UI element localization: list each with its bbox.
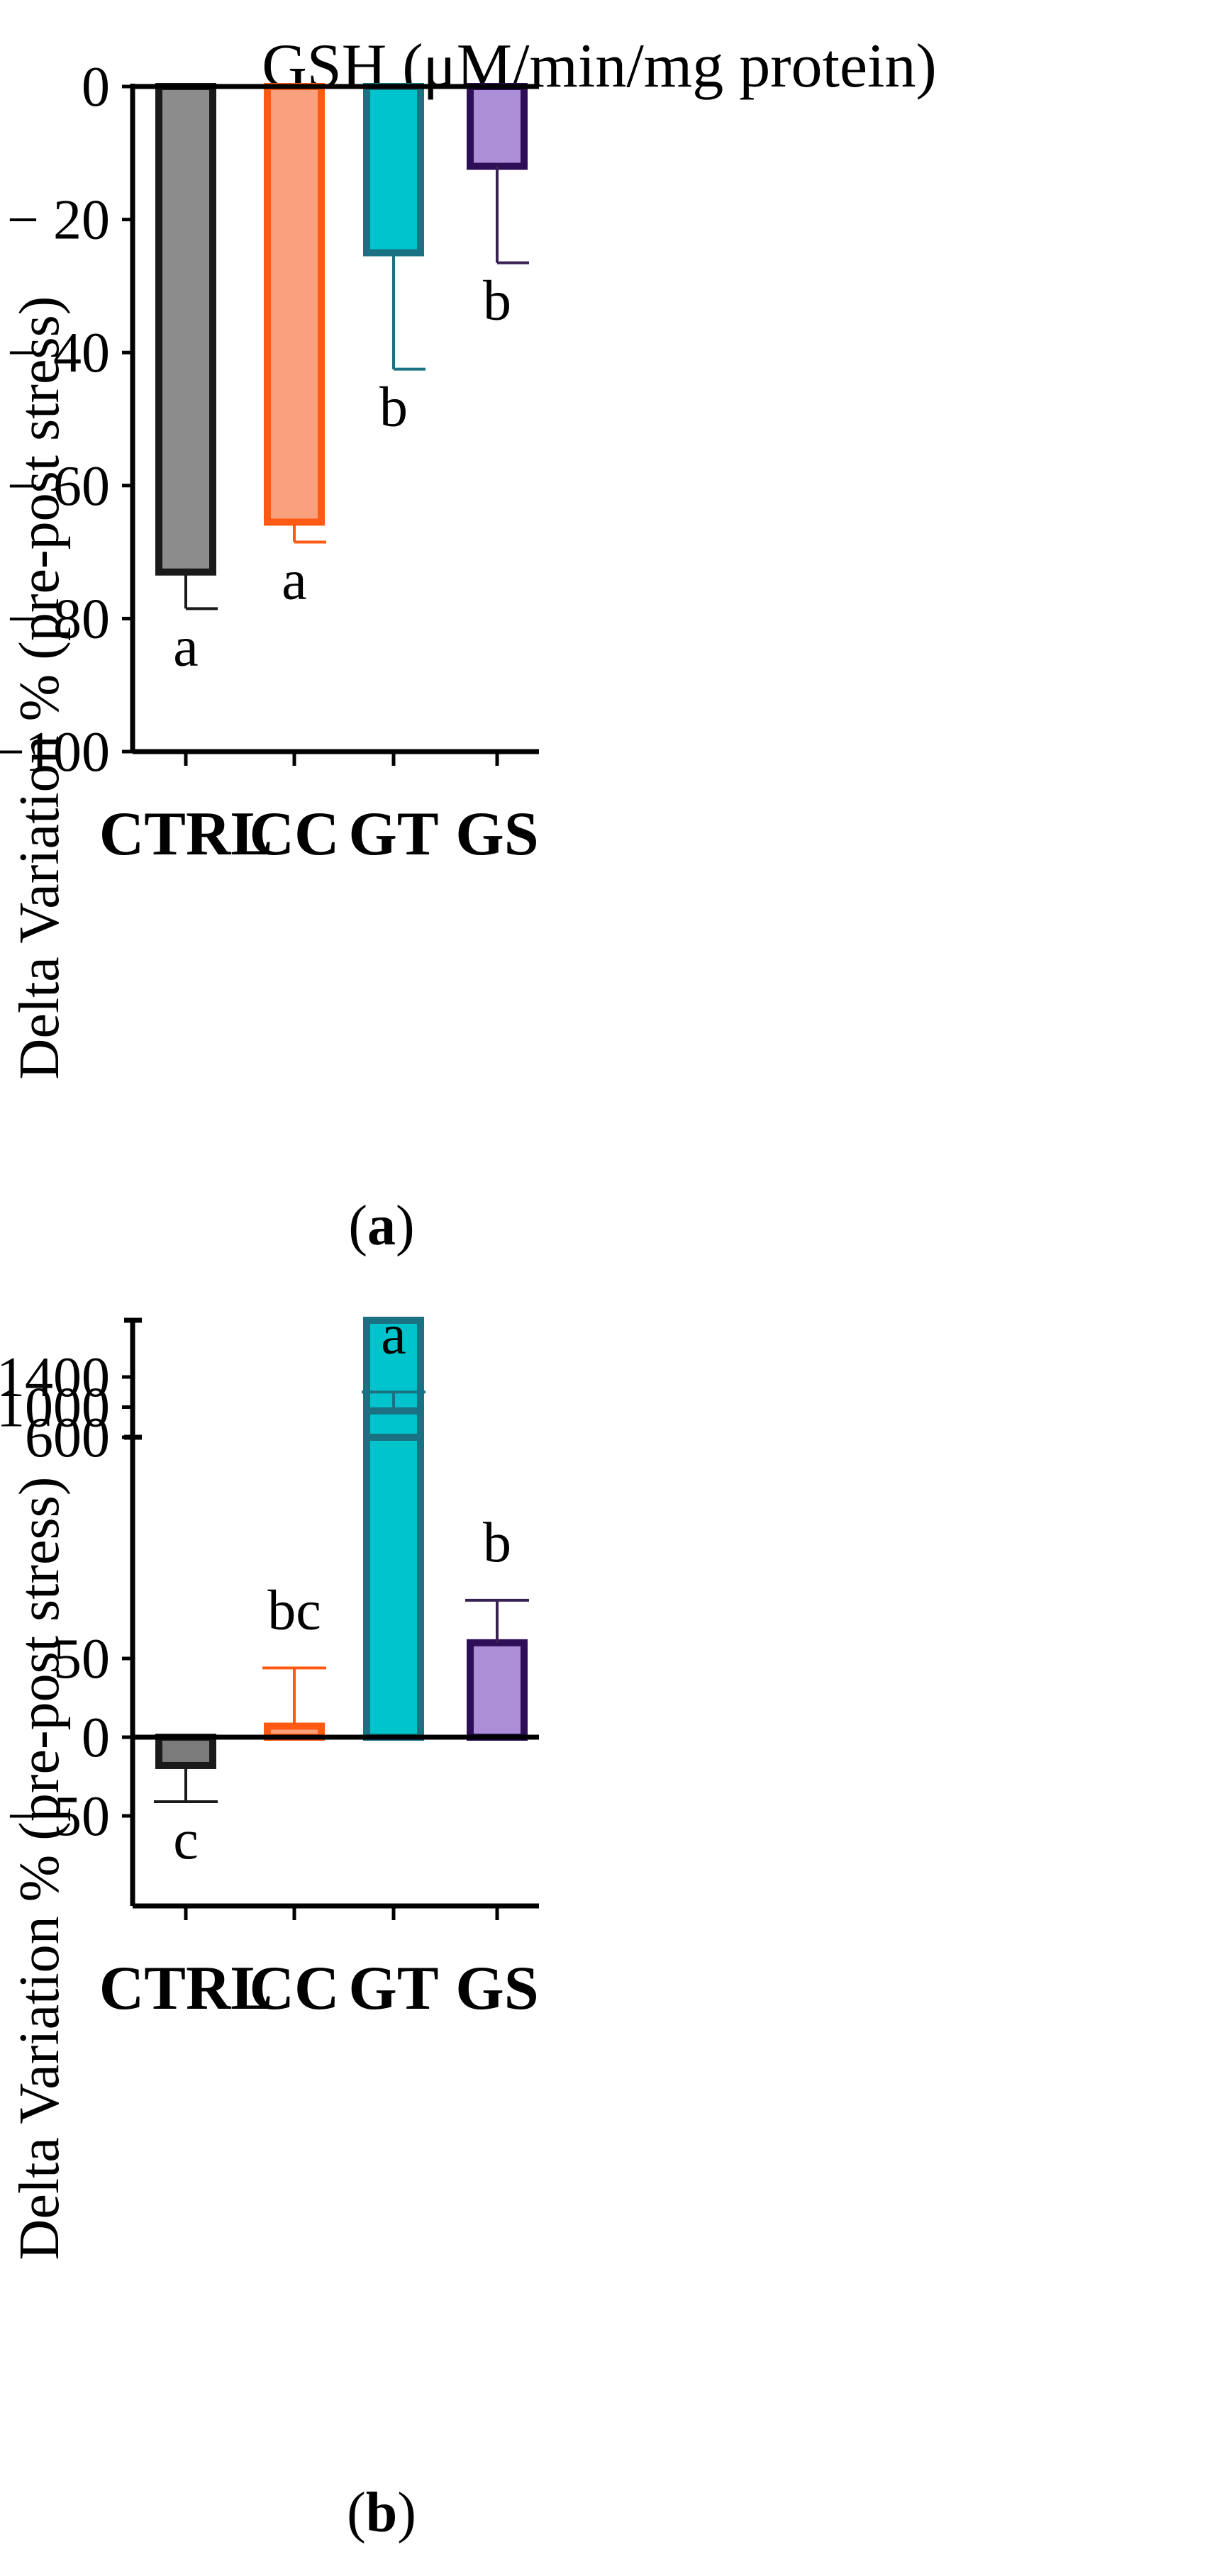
panel-a-bar-gs (467, 83, 528, 170)
panel-a-y-tick-label: − 60 (7, 455, 110, 518)
panel-a-y-tick-label: − 40 (7, 322, 110, 384)
panel-a-label: (a) (348, 1195, 414, 1257)
panel-a-category-label: CC (249, 800, 339, 869)
panel-a-significance-label: a (282, 550, 307, 612)
panel-b-y-tick-label: 50 (53, 1628, 110, 1690)
panel-b-y-tick-label: 1000 (0, 1377, 110, 1439)
panel-a-y-tick-label: − 20 (7, 189, 110, 252)
panel-b-category-label: CC (249, 1954, 339, 2023)
panel-b-significance-label: a (381, 1303, 406, 1366)
panel-a-category-label: CTRL (99, 800, 273, 869)
panel-a-y-tick-label: 0 (82, 56, 110, 118)
panel-a-letter: a (367, 1195, 396, 1257)
panel-a-y-tick-label: −100 (0, 721, 110, 784)
panel-b-significance-label: c (173, 1809, 199, 1871)
panel-b-label: (b) (347, 2482, 416, 2544)
panel-a-y-tick-label: − 80 (7, 588, 110, 650)
panel-a-y-axis-label: Delta Variation % (pre-post stress) (9, 296, 71, 1080)
panel-b-y-tick-label: 0 (82, 1707, 110, 1769)
panel-a-significance-label: b (483, 270, 511, 333)
panel-a-significance-label: a (173, 615, 199, 678)
panel-a-bar-ctrl (155, 83, 216, 576)
panel-b-bar-gt-upper (363, 1407, 424, 1441)
panel-b-significance-label: b (483, 1512, 511, 1574)
panel-a-bar-gt (363, 83, 424, 257)
panel-b-y-tick-label: 600 (25, 1407, 110, 1469)
panel-b-y-tick-label: 1400 (0, 1346, 110, 1409)
panel-a-chart: GSH (μM/min/mg protein) Delta Variation … (0, 32, 937, 1257)
chart-title: GSH (μM/min/mg protein) (262, 32, 937, 101)
panel-a-category-label: GS (455, 800, 538, 869)
panel-a-significance-label: b (379, 377, 408, 439)
panel-b-y-tick-label: − 50 (7, 1785, 110, 1848)
panel-b-y-axis-label: Delta Variation % (pre-post stress) (9, 1477, 71, 2260)
panel-b-significance-label: bc (267, 1579, 321, 1641)
panel-b-chart: Delta Variation % (pre-post stress) 50 0 −… (0, 1303, 539, 2544)
panel-b-bar-ctrl (155, 1734, 216, 1769)
panel-b-category-label: GS (455, 1954, 538, 2023)
panel-a-category-label: GT (348, 800, 438, 869)
panel-b-bar-gs (467, 1639, 528, 1741)
panel-b-category-label: CTRL (99, 1954, 273, 2023)
panel-b-category-label: GT (348, 1954, 438, 2023)
panel-b-bar-gt (363, 1317, 424, 1741)
panel-b-letter: b (366, 2482, 398, 2544)
panel-a-bar-cc (264, 83, 325, 526)
